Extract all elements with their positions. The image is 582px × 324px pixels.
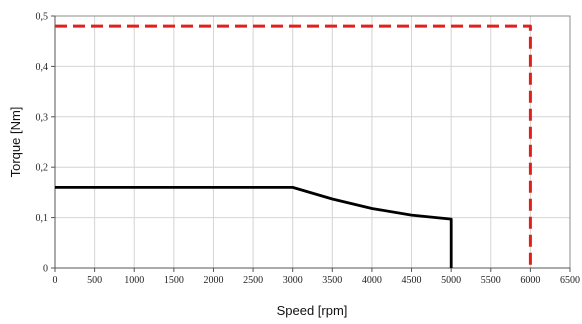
- x-tick-label: 3500: [322, 275, 342, 286]
- x-tick-label: 6500: [560, 275, 580, 286]
- grid-lines: [55, 15, 570, 268]
- x-tick-label: 4500: [402, 275, 422, 286]
- y-tick-label: 0,4: [36, 62, 49, 73]
- x-tick-label: 500: [87, 275, 102, 286]
- x-tick-label: 2500: [243, 275, 263, 286]
- y-tick-label: 0,5: [36, 12, 49, 23]
- max-limit-dashed-line: [55, 24, 532, 268]
- y-tick-label: 0,2: [36, 163, 49, 174]
- x-axis-label: Speed [rpm]: [277, 303, 348, 318]
- y-tick-label: 0: [43, 264, 48, 275]
- x-tick-label: 1000: [124, 275, 144, 286]
- y-tick-label: 0,1: [36, 213, 49, 224]
- axes: [51, 15, 571, 272]
- x-tick-label: 0: [53, 275, 58, 286]
- x-tick-label: 2000: [203, 275, 223, 286]
- x-tick-label: 3000: [283, 275, 303, 286]
- y-tick-label: 0,3: [36, 112, 49, 123]
- x-tick-label: 5000: [441, 275, 461, 286]
- x-tick-label: 4000: [362, 275, 382, 286]
- x-tick-label: 5500: [481, 275, 501, 286]
- torque-curve-line: [55, 185, 453, 268]
- y-axis-label: Torque [Nm]: [8, 107, 23, 178]
- series-group: [55, 24, 532, 268]
- x-tick-label: 6000: [520, 275, 540, 286]
- x-tick-label: 1500: [164, 275, 184, 286]
- tick-labels: 0 500 1000 1500 2000 2500 3000 3500 4000 4500 5000…: [36, 12, 581, 287]
